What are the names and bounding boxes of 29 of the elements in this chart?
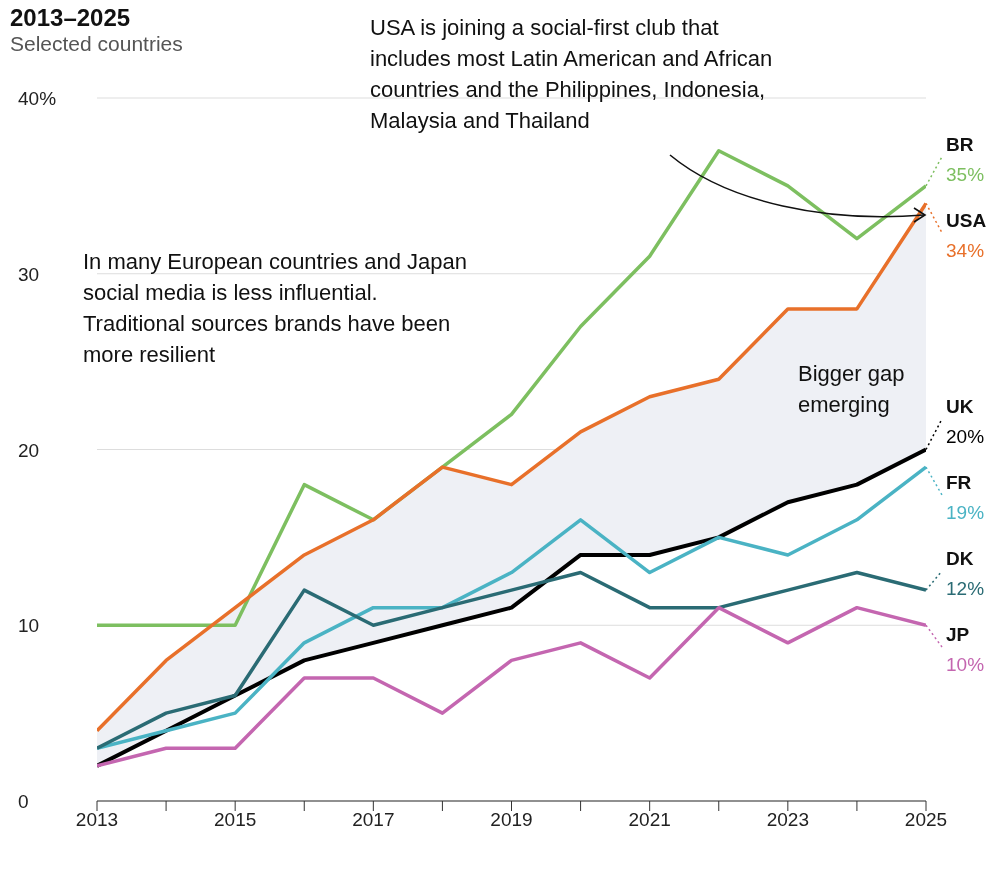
annotation: In many European countries and Japan social media is less influential. Traditional sources brands have been more resilient — [83, 248, 468, 369]
chart-title: 2013–2025 — [10, 4, 131, 32]
series-label: USA — [946, 209, 987, 231]
x-tick-label: 2017 — [352, 809, 395, 831]
y-tick-label: 40% — [18, 88, 57, 109]
x-tick-label: 2013 — [75, 809, 119, 831]
x-tick-label: 2025 — [904, 809, 948, 831]
x-tick-label: 2019 — [490, 809, 533, 831]
annotation: USA is joining a social-first club that includes most Latin American and African countries and the Philippines, Indonesia, Malaysia and Thailand — [370, 14, 774, 135]
data-label: 35% — [946, 163, 985, 185]
text: UK — [946, 395, 974, 417]
chart-subtitle: Selected countries — [10, 32, 183, 56]
data-label: 19% — [946, 501, 985, 523]
y-tick-label: 0 — [18, 791, 29, 812]
series-label: DK — [946, 547, 974, 569]
y-tick-label: 30 — [18, 263, 40, 285]
annotation: Bigger gap emerging — [798, 360, 906, 419]
data-label: 10% — [946, 653, 985, 675]
y-tick-label: 20 — [18, 439, 40, 461]
y-tick-label: 10 — [18, 615, 40, 637]
x-tick-label: 2021 — [628, 809, 671, 831]
series-label: FR — [946, 471, 972, 493]
x-tick-label: 2023 — [766, 809, 809, 831]
data-label: 20% — [946, 425, 985, 447]
x-tick-label: 2015 — [214, 809, 257, 831]
data-label: 34% — [946, 239, 985, 261]
series-label: BR — [946, 133, 974, 155]
series-label: JP — [946, 623, 970, 645]
data-label: 12% — [946, 577, 985, 599]
